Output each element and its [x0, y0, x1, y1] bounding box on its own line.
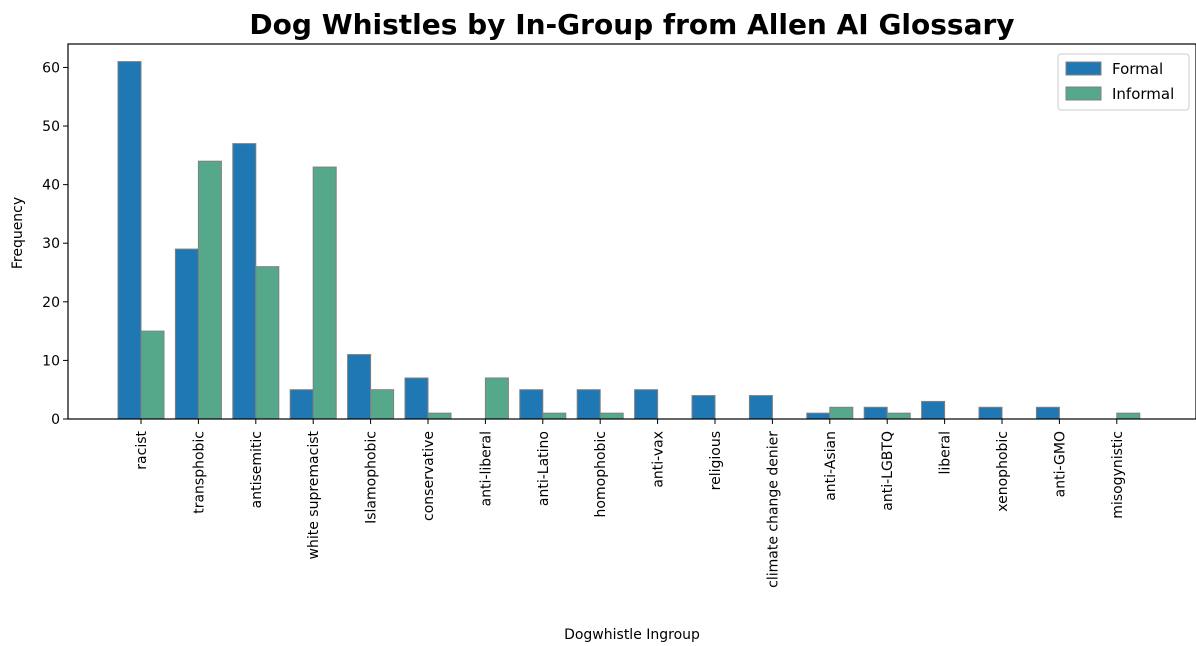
bar-formal-anti-vax [634, 389, 659, 420]
bar-formal-religious [691, 395, 716, 420]
x-tick-label: anti-LGBTQ [880, 431, 896, 511]
bar-informal-white-supremacist [312, 166, 337, 420]
y-tick-label: 60 [42, 60, 60, 76]
chart-title: Dog Whistles by In-Group from Allen AI G… [249, 8, 1014, 41]
legend: Formal Informal [1057, 53, 1190, 111]
bar-formal-transphobic [174, 248, 199, 420]
bar-formal-xenophobic [978, 406, 1003, 420]
bar-informal-transphobic [197, 160, 222, 420]
x-tick-label: anti-vax [651, 431, 667, 488]
x-tick-label: liberal [938, 431, 954, 475]
bar-formal-anti-lgbtq [863, 406, 888, 420]
legend-label-informal: Informal [1112, 85, 1174, 103]
y-tick-label: 10 [42, 353, 60, 369]
x-tick-label: antisemitic [249, 431, 265, 508]
bar-informal-conservative [427, 412, 452, 420]
x-tick-label: Islamophobic [364, 431, 380, 524]
bar-informal-anti-latino [542, 412, 567, 420]
bar-formal-racist [117, 61, 142, 420]
plot-frame [67, 43, 1196, 420]
y-tick-label: 0 [51, 412, 60, 428]
bar-informal-anti-lgbtq [886, 412, 911, 420]
y-tick-label: 20 [42, 295, 60, 311]
bar-formal-anti-gmo [1035, 406, 1060, 420]
bar-formal-climate-change-denier [748, 395, 773, 420]
x-tick-label: climate change denier [765, 431, 781, 588]
bar-informal-anti-liberal [484, 377, 509, 420]
bar-informal-racist [140, 330, 165, 420]
bar-formal-anti-latino [519, 389, 544, 420]
bar-formal-conservative [404, 377, 429, 420]
x-tick-label: religious [708, 431, 724, 490]
y-tick-label: 40 [42, 178, 60, 194]
bar-formal-islamophobic [347, 354, 372, 420]
x-tick-label: transphobic [191, 431, 207, 514]
bar-formal-white-supremacist [289, 389, 314, 420]
y-tick-label: 50 [42, 119, 60, 135]
x-tick-label: anti-GMO [1052, 431, 1068, 497]
bar-formal-antisemitic [232, 143, 257, 420]
bar-formal-liberal [921, 400, 946, 420]
x-axis-label: Dogwhistle Ingroup [564, 627, 700, 643]
bar-informal-anti-asian [829, 406, 854, 420]
bar-formal-homophobic [576, 389, 601, 420]
bar-informal-homophobic [599, 412, 624, 420]
bar-formal-anti-asian [806, 412, 831, 420]
axes-group [67, 43, 1196, 420]
x-tick-label: anti-Latino [536, 431, 552, 506]
x-tick-label: anti-liberal [478, 431, 494, 506]
bar-informal-antisemitic [255, 266, 280, 420]
bar-informal-islamophobic [370, 389, 395, 420]
y-tick-label: 30 [42, 236, 60, 252]
bar-informal-misogynistic [1116, 412, 1141, 420]
ticks-group: 0 10 20 30 40 50 60 racist transphobic antisemiti… [42, 60, 1126, 587]
legend-swatch-informal [1065, 86, 1102, 101]
x-tick-label: misogynistic [1110, 431, 1126, 519]
x-tick-label: anti-Asian [823, 431, 839, 501]
x-tick-label: xenophobic [995, 431, 1011, 512]
legend-label-formal: Formal [1112, 60, 1163, 78]
x-tick-label: conservative [421, 431, 437, 521]
x-tick-label: racist [134, 431, 150, 470]
y-axis-label: Frequency [10, 197, 26, 269]
legend-swatch-formal [1065, 61, 1102, 76]
x-tick-label: white supremacist [306, 430, 322, 559]
x-tick-label: homophobic [593, 431, 609, 517]
bars-group [117, 61, 1141, 420]
